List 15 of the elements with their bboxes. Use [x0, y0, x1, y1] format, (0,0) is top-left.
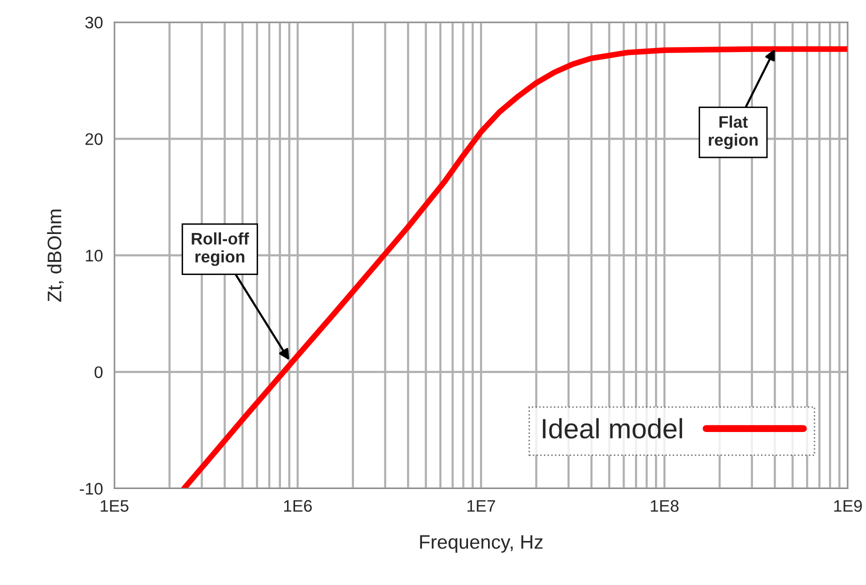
y-tick-label: 0	[94, 366, 103, 378]
x-tick-label: 1E6	[284, 500, 312, 512]
legend-label: Ideal model	[542, 418, 682, 439]
y-tick-label: 10	[86, 250, 103, 262]
y-tick-label: 30	[85, 16, 103, 28]
x-tick-label: 1E7	[468, 500, 496, 512]
y-tick-label: 20	[86, 133, 103, 145]
x-tick-label: 1E5	[100, 500, 128, 512]
x-tick-label: 1E8	[650, 500, 679, 512]
y-axis-title: Zt, dBOhm	[47, 210, 64, 302]
x-tick-label: 1E9	[834, 500, 862, 512]
annotation: Roll-off region	[192, 232, 250, 266]
annotation: Flat region	[708, 116, 758, 150]
y-tick-label: -10	[80, 482, 103, 495]
x-axis-title: Frequency, Hz	[420, 535, 543, 553]
